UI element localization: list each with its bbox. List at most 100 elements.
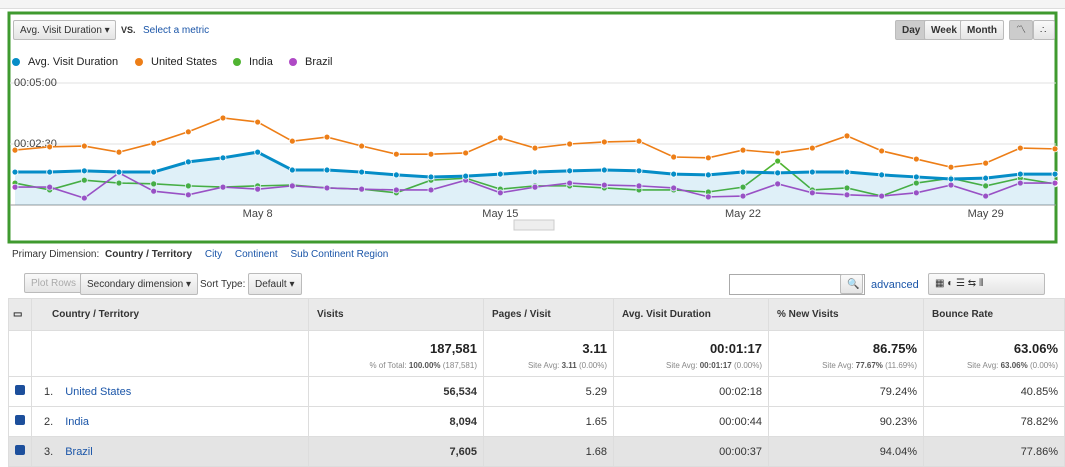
row-index: 2.	[44, 415, 54, 428]
period-button[interactable]: Week	[924, 20, 964, 40]
period-button[interactable]: Day	[895, 20, 928, 40]
motion-chart-icon[interactable]: ∴	[1033, 20, 1055, 40]
data-point	[115, 179, 123, 187]
data-point	[739, 146, 747, 154]
legend-dot	[233, 58, 241, 66]
metric-value: 56,534	[443, 385, 477, 398]
checkbox[interactable]	[15, 415, 25, 425]
column-header[interactable]: Visits	[308, 298, 484, 331]
collapse-handle[interactable]	[513, 219, 555, 231]
dimension-link[interactable]: Sub Continent Region	[290, 249, 389, 260]
column-header[interactable]: Avg. Visit Duration	[613, 298, 769, 331]
data-point	[1051, 145, 1059, 153]
legend-dot	[12, 58, 20, 66]
dimension-link[interactable]: City	[204, 249, 223, 260]
column-header[interactable]: Pages / Visit	[483, 298, 614, 331]
metric-cell: 79.24%	[768, 376, 924, 407]
select-all[interactable]: ▭	[8, 298, 32, 331]
country-cell: 3. Brazil	[31, 436, 309, 467]
advanced-link[interactable]: advanced	[871, 279, 919, 291]
legend-dot	[135, 58, 143, 66]
select-metric[interactable]: Select a metric	[143, 25, 210, 36]
data-point	[600, 138, 608, 146]
dimension-bar: Primary Dimension: Country / Territory C…	[12, 249, 388, 260]
line-chart-icon[interactable]: 〽	[1009, 20, 1033, 40]
data-point	[566, 179, 574, 187]
secondary-dimension[interactable]: Secondary dimension ▾	[80, 273, 198, 295]
data-point	[1051, 170, 1059, 178]
metric-value: 78.82%	[1020, 415, 1058, 428]
caption-extra: (0.00%)	[733, 361, 762, 370]
metric-cell: 40.85%	[923, 376, 1065, 407]
data-point	[115, 168, 123, 176]
data-point	[635, 137, 643, 145]
column-header[interactable]: % New Visits	[768, 298, 924, 331]
data-point	[392, 186, 400, 194]
data-point	[219, 114, 227, 122]
caption-value: 100.00%	[408, 361, 441, 370]
data-point	[704, 193, 712, 201]
column-header[interactable]: Country / Territory	[31, 298, 309, 331]
data-point	[878, 147, 886, 155]
data-point	[358, 168, 366, 176]
total-value: 86.75%	[872, 341, 917, 356]
metric-dropdown[interactable]: Avg. Visit Duration ▾	[13, 20, 116, 40]
search-box[interactable]	[729, 274, 865, 295]
data-point	[947, 163, 955, 171]
data-point	[184, 158, 192, 166]
x-tick-label: May 8	[243, 208, 273, 220]
total-caption: Site Avg: 63.06% (0.00%)	[930, 361, 1058, 370]
data-point	[843, 191, 851, 199]
data-point	[912, 173, 920, 181]
metric-value: 40.85%	[1020, 385, 1058, 398]
data-table: ▭ Country / Territory Visits Pages / Vis…	[8, 298, 1065, 467]
total-value: 187,581	[430, 341, 477, 356]
checkbox-cell	[8, 406, 32, 437]
metric-value: 00:00:37	[719, 445, 762, 458]
checkbox-cell	[8, 376, 32, 407]
data-point	[982, 159, 990, 167]
data-point	[254, 148, 262, 156]
metric-value: 8,094	[449, 415, 477, 428]
column-header[interactable]: Bounce Rate	[923, 298, 1065, 331]
total-caption: % of Total: 100.00% (187,581)	[315, 361, 477, 370]
metric-cell: 77.86%	[923, 436, 1065, 467]
data-point	[982, 192, 990, 200]
data-point	[531, 183, 539, 191]
total-cell: 00:01:17 Site Avg: 00:01:17 (0.00%)	[613, 330, 769, 377]
data-row: 1. United States 56,534 5.29 00:02:18 79.24% 4…	[8, 376, 1065, 407]
data-point	[358, 185, 366, 193]
metric-value: 00:00:44	[719, 415, 762, 428]
data-point	[774, 169, 782, 177]
country-link: Brazil	[65, 445, 93, 458]
checkbox[interactable]	[15, 385, 25, 395]
data-point	[427, 186, 435, 194]
header-row: ▭ Country / Territory Visits Pages / Vis…	[8, 298, 1065, 331]
data-point	[947, 175, 955, 183]
data-point	[670, 170, 678, 178]
metric-cell: 7,605	[308, 436, 484, 467]
caption-label: Site Avg:	[822, 361, 854, 370]
x-tick-label: May 29	[968, 208, 1004, 220]
sort-dropdown[interactable]: Default ▾	[248, 273, 302, 295]
data-point	[80, 142, 88, 150]
country-link: India	[65, 415, 90, 428]
view-icons[interactable]: ▦ ◐ ☰ ⇆ ⦀	[928, 273, 1045, 295]
data-point	[774, 157, 782, 165]
data-point	[80, 194, 88, 202]
period-button[interactable]: Month	[960, 20, 1004, 40]
metric-value: 5.29	[585, 385, 607, 398]
plot-rows[interactable]: Plot Rows	[24, 273, 84, 293]
dimension-link[interactable]: Continent	[234, 249, 278, 260]
data-point	[704, 154, 712, 162]
search-button[interactable]: 🔍	[840, 274, 863, 294]
data-point	[323, 184, 331, 192]
area	[15, 152, 1055, 205]
row-index: 1.	[44, 385, 54, 398]
metric-value: 7,605	[449, 445, 477, 458]
checkbox[interactable]	[15, 445, 25, 455]
legend-label: Brazil	[305, 56, 333, 68]
metric-cell: 00:00:44	[613, 406, 769, 437]
